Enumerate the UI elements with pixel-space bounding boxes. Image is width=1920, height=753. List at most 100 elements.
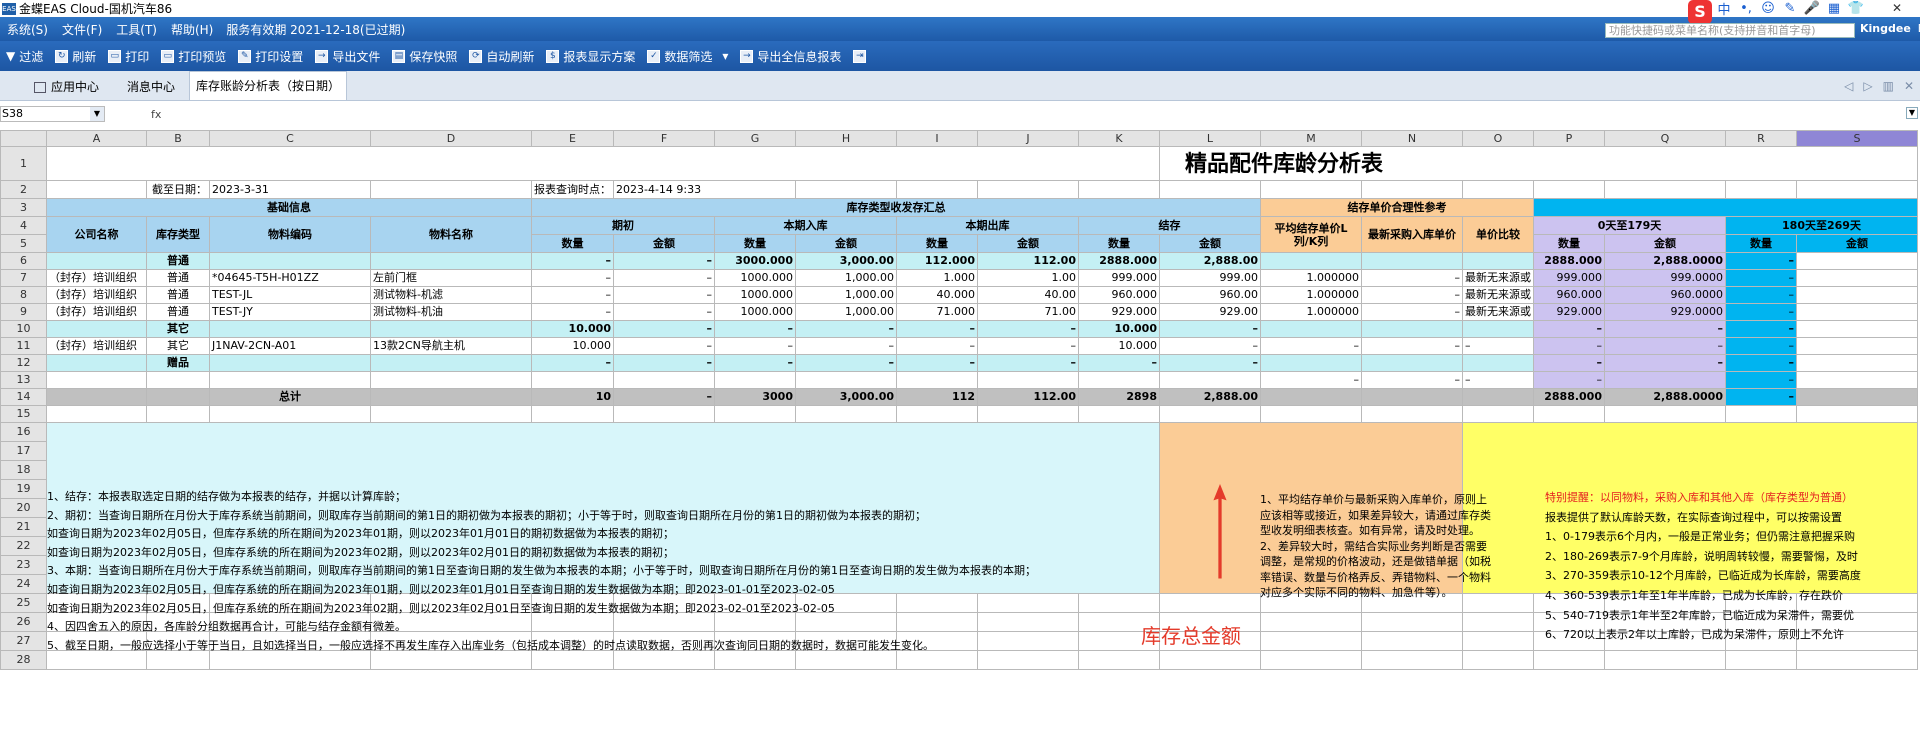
header-amount[interactable]: 金额 bbox=[1159, 234, 1261, 253]
cell[interactable] bbox=[1604, 180, 1726, 199]
header-latest-price[interactable]: 最新采购入库单价 bbox=[1361, 216, 1463, 253]
chevron-down-icon[interactable]: ▼ bbox=[90, 107, 104, 121]
cell-H14[interactable]: 3,000.00 bbox=[795, 388, 897, 406]
header-amount[interactable]: 金额 bbox=[1604, 234, 1726, 253]
display-scheme-button[interactable]: $ 报表显示方案 bbox=[540, 48, 641, 65]
cell-L14[interactable]: 2,888.00 bbox=[1159, 388, 1261, 406]
more-toolbar-button[interactable]: ⇥ bbox=[847, 49, 876, 63]
cell[interactable] bbox=[1462, 612, 1534, 632]
row-header-13[interactable]: 13 bbox=[0, 371, 47, 389]
cell-L13[interactable] bbox=[1159, 371, 1261, 389]
cell-D7[interactable]: 左前门框 bbox=[370, 269, 532, 287]
cell-I10[interactable]: – bbox=[896, 320, 978, 338]
cell[interactable] bbox=[1078, 593, 1160, 613]
cell-K11[interactable]: 10.000 bbox=[1078, 337, 1160, 355]
cell-A10[interactable] bbox=[46, 320, 147, 338]
cell-D13[interactable] bbox=[370, 371, 532, 389]
cell-O6[interactable] bbox=[1462, 252, 1534, 270]
cell-N12[interactable] bbox=[1361, 354, 1463, 372]
cell[interactable] bbox=[1361, 180, 1463, 199]
cell-H11[interactable]: – bbox=[795, 337, 897, 355]
cell-H8[interactable]: 1,000.00 bbox=[795, 286, 897, 304]
cell-A12[interactable] bbox=[46, 354, 147, 372]
col-header-B[interactable]: B bbox=[146, 130, 210, 147]
col-header-D[interactable]: D bbox=[370, 130, 532, 147]
ime-emoji-icon[interactable]: ☺ bbox=[1761, 1, 1775, 16]
cell[interactable] bbox=[1260, 650, 1362, 670]
header-out[interactable]: 本期出库 bbox=[896, 216, 1079, 235]
row-header-2[interactable]: 2 bbox=[0, 180, 47, 199]
cell-F7[interactable]: – bbox=[613, 269, 715, 287]
tab-message-center[interactable]: 消息中心 bbox=[127, 80, 176, 94]
header-qty[interactable]: 数量 bbox=[714, 234, 796, 253]
cell-I7[interactable]: 1.000 bbox=[896, 269, 978, 287]
tab-list-icon[interactable]: ▥ bbox=[1882, 79, 1894, 93]
header-amount[interactable]: 金额 bbox=[795, 234, 897, 253]
refresh-button[interactable]: ↻ 刷新 bbox=[49, 48, 102, 65]
sogou-ime-icon[interactable]: S bbox=[1688, 0, 1712, 24]
cell-F10[interactable]: – bbox=[613, 320, 715, 338]
cell-I11[interactable]: – bbox=[896, 337, 978, 355]
cell[interactable] bbox=[1260, 180, 1362, 199]
cell-N8[interactable]: – bbox=[1361, 286, 1463, 304]
cell-L11[interactable]: – bbox=[1159, 337, 1261, 355]
cell[interactable] bbox=[370, 405, 532, 423]
row-header-28[interactable]: 28 bbox=[0, 650, 47, 670]
cell-K14[interactable]: 2898 bbox=[1078, 388, 1160, 406]
cell-D8[interactable]: 测试物料-机滤 bbox=[370, 286, 532, 304]
cell-G6[interactable]: 3000.000 bbox=[714, 252, 796, 270]
header-name[interactable]: 物料名称 bbox=[370, 216, 532, 253]
auto-refresh-button[interactable]: ⟳ 自动刷新 bbox=[463, 48, 540, 65]
cell[interactable] bbox=[1260, 631, 1362, 651]
cell[interactable] bbox=[1159, 180, 1261, 199]
cell-O7[interactable]: 最新无来源或 bbox=[1462, 269, 1534, 287]
cell[interactable] bbox=[1361, 631, 1463, 651]
cell-I13[interactable] bbox=[896, 371, 978, 389]
notes-left-block[interactable] bbox=[46, 422, 1160, 594]
cell-A14[interactable] bbox=[46, 388, 147, 406]
cell-K12[interactable]: – bbox=[1078, 354, 1160, 372]
tab-next-icon[interactable]: ▷ bbox=[1863, 79, 1873, 93]
cell-Q14[interactable]: 2,888.0000 bbox=[1604, 388, 1726, 406]
cell-F13[interactable] bbox=[613, 371, 715, 389]
cell-S9[interactable] bbox=[1796, 303, 1918, 321]
cell-J12[interactable]: – bbox=[977, 354, 1079, 372]
header-summary[interactable]: 库存类型收发存汇总 bbox=[531, 198, 1261, 217]
cell-B7[interactable]: 普通 bbox=[146, 269, 210, 287]
cell-M14[interactable] bbox=[1260, 388, 1362, 406]
col-header-K[interactable]: K bbox=[1078, 130, 1160, 147]
cell-E13[interactable] bbox=[531, 371, 614, 389]
cell-H9[interactable]: 1,000.00 bbox=[795, 303, 897, 321]
cell-reference-box[interactable]: S38 ▼ bbox=[0, 106, 105, 122]
tab-app-center[interactable]: 应用中心 bbox=[20, 74, 113, 100]
cell-Q6[interactable]: 2,888.0000 bbox=[1604, 252, 1726, 270]
cell-D10[interactable] bbox=[370, 320, 532, 338]
cell-Q10[interactable]: – bbox=[1604, 320, 1726, 338]
cell-H13[interactable] bbox=[795, 371, 897, 389]
col-header-M[interactable]: M bbox=[1260, 130, 1362, 147]
col-header-S[interactable]: S bbox=[1796, 130, 1918, 147]
cell[interactable] bbox=[1604, 405, 1726, 423]
cell-B9[interactable]: 普通 bbox=[146, 303, 210, 321]
cell-C6[interactable] bbox=[209, 252, 371, 270]
cell-A7[interactable]: （封存）培训组织 bbox=[46, 269, 147, 287]
cell-A6[interactable] bbox=[46, 252, 147, 270]
cell-S12[interactable] bbox=[1796, 354, 1918, 372]
cell-E14[interactable]: 10 bbox=[531, 388, 614, 406]
cell-R12[interactable]: – bbox=[1725, 354, 1797, 372]
cutoff-date[interactable]: 2023-3-31 bbox=[209, 180, 371, 199]
cell-P12[interactable]: – bbox=[1533, 354, 1605, 372]
print-button[interactable]: ▭ 打印 bbox=[102, 48, 155, 65]
cell[interactable] bbox=[46, 146, 1160, 181]
cell[interactable] bbox=[1533, 405, 1605, 423]
cell-E6[interactable]: – bbox=[531, 252, 614, 270]
col-header-J[interactable]: J bbox=[977, 130, 1079, 147]
row-header-17[interactable]: 17 bbox=[0, 441, 47, 461]
cell-S8[interactable] bbox=[1796, 286, 1918, 304]
row-header-20[interactable]: 20 bbox=[0, 498, 47, 518]
cell-O10[interactable] bbox=[1462, 320, 1534, 338]
row-header-26[interactable]: 26 bbox=[0, 612, 47, 632]
cell-S11[interactable] bbox=[1796, 337, 1918, 355]
row-header-10[interactable]: 10 bbox=[0, 320, 47, 338]
menu-file[interactable]: 文件(F) bbox=[61, 22, 103, 37]
